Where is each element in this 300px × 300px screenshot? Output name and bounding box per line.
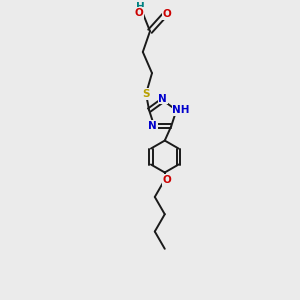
Text: O: O (162, 9, 171, 20)
Text: O: O (135, 8, 144, 18)
Text: NH: NH (172, 105, 190, 115)
Text: S: S (142, 89, 150, 99)
Text: N: N (158, 94, 167, 104)
Text: H: H (136, 2, 145, 12)
Text: N: N (148, 121, 157, 131)
Text: O: O (162, 175, 171, 185)
